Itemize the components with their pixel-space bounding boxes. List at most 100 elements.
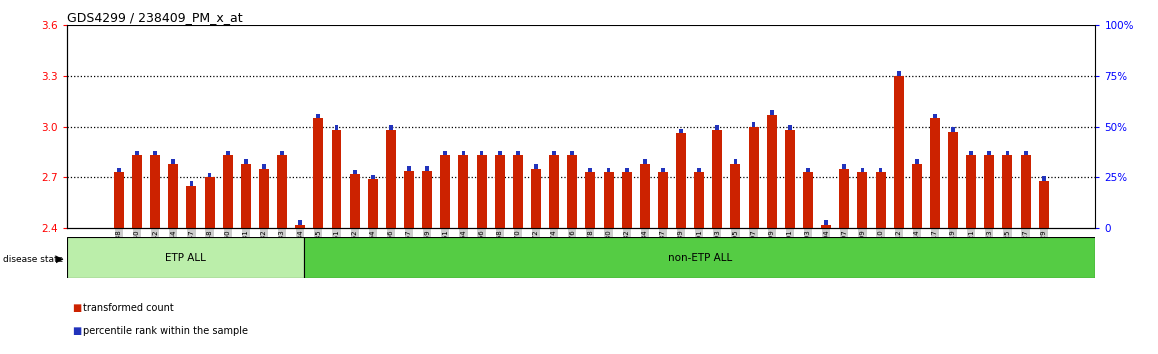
Bar: [314, 118, 323, 228]
Text: ▶: ▶: [57, 254, 64, 264]
Bar: [389, 125, 393, 130]
Bar: [988, 151, 991, 155]
Bar: [679, 129, 683, 133]
Bar: [586, 172, 595, 228]
Bar: [151, 155, 160, 228]
Bar: [984, 155, 995, 228]
Bar: [571, 151, 574, 155]
Bar: [262, 165, 266, 169]
Bar: [802, 172, 813, 228]
Bar: [277, 155, 287, 228]
Bar: [241, 164, 251, 228]
Bar: [335, 125, 338, 130]
Bar: [770, 110, 774, 115]
Bar: [222, 155, 233, 228]
Bar: [516, 151, 520, 155]
Bar: [640, 164, 650, 228]
Bar: [299, 221, 302, 225]
Bar: [207, 173, 212, 177]
Text: ■: ■: [72, 326, 81, 336]
Bar: [752, 122, 755, 127]
Bar: [969, 151, 973, 155]
Bar: [350, 174, 360, 228]
Bar: [549, 155, 559, 228]
Bar: [806, 168, 809, 172]
Bar: [948, 132, 958, 228]
Bar: [532, 169, 541, 228]
Bar: [280, 151, 284, 155]
Bar: [896, 71, 901, 76]
Bar: [168, 164, 178, 228]
Text: transformed count: transformed count: [83, 303, 174, 313]
Bar: [712, 130, 723, 228]
Bar: [787, 125, 792, 130]
Bar: [607, 168, 610, 172]
Bar: [643, 159, 646, 164]
Bar: [386, 130, 396, 228]
Bar: [930, 118, 940, 228]
Bar: [911, 164, 922, 228]
Bar: [226, 151, 229, 155]
Bar: [113, 172, 124, 228]
Bar: [661, 168, 665, 172]
Bar: [459, 155, 469, 228]
Bar: [408, 166, 411, 171]
Bar: [371, 175, 375, 179]
Bar: [1005, 151, 1010, 155]
Bar: [423, 171, 432, 228]
Bar: [404, 171, 415, 228]
Bar: [462, 151, 466, 155]
Bar: [1039, 181, 1049, 228]
Bar: [767, 115, 777, 228]
Bar: [933, 114, 937, 118]
Bar: [190, 182, 193, 186]
Bar: [625, 168, 629, 172]
Bar: [1042, 176, 1046, 181]
Text: GDS4299 / 238409_PM_x_at: GDS4299 / 238409_PM_x_at: [67, 11, 243, 24]
Bar: [353, 170, 357, 174]
Bar: [676, 133, 686, 228]
Bar: [534, 165, 537, 169]
Bar: [368, 179, 378, 228]
Bar: [860, 168, 864, 172]
Bar: [588, 168, 592, 172]
Bar: [785, 130, 794, 228]
Bar: [117, 168, 120, 172]
Bar: [171, 159, 175, 164]
Bar: [440, 155, 450, 228]
Bar: [857, 172, 867, 228]
Bar: [153, 151, 157, 155]
Bar: [477, 155, 486, 228]
Text: ETP ALL: ETP ALL: [166, 252, 206, 263]
Bar: [552, 151, 556, 155]
Bar: [331, 130, 342, 228]
FancyBboxPatch shape: [67, 237, 305, 278]
Bar: [259, 169, 269, 228]
Bar: [951, 127, 955, 132]
Bar: [1020, 155, 1031, 228]
Bar: [244, 159, 248, 164]
FancyBboxPatch shape: [305, 237, 1095, 278]
Bar: [821, 225, 831, 228]
Bar: [731, 164, 740, 228]
Text: percentile rank within the sample: percentile rank within the sample: [83, 326, 248, 336]
Bar: [567, 155, 577, 228]
Bar: [295, 225, 306, 228]
Bar: [697, 168, 701, 172]
Bar: [425, 166, 430, 171]
Bar: [824, 221, 828, 225]
Bar: [842, 165, 846, 169]
Bar: [840, 169, 849, 228]
Bar: [479, 151, 484, 155]
Bar: [513, 155, 522, 228]
Bar: [733, 159, 738, 164]
Bar: [498, 151, 501, 155]
Bar: [748, 127, 758, 228]
Text: ■: ■: [72, 303, 81, 313]
Bar: [316, 114, 321, 118]
Bar: [716, 125, 719, 130]
Bar: [894, 76, 903, 228]
Bar: [132, 155, 142, 228]
Text: disease state: disease state: [3, 255, 64, 264]
Bar: [879, 168, 882, 172]
